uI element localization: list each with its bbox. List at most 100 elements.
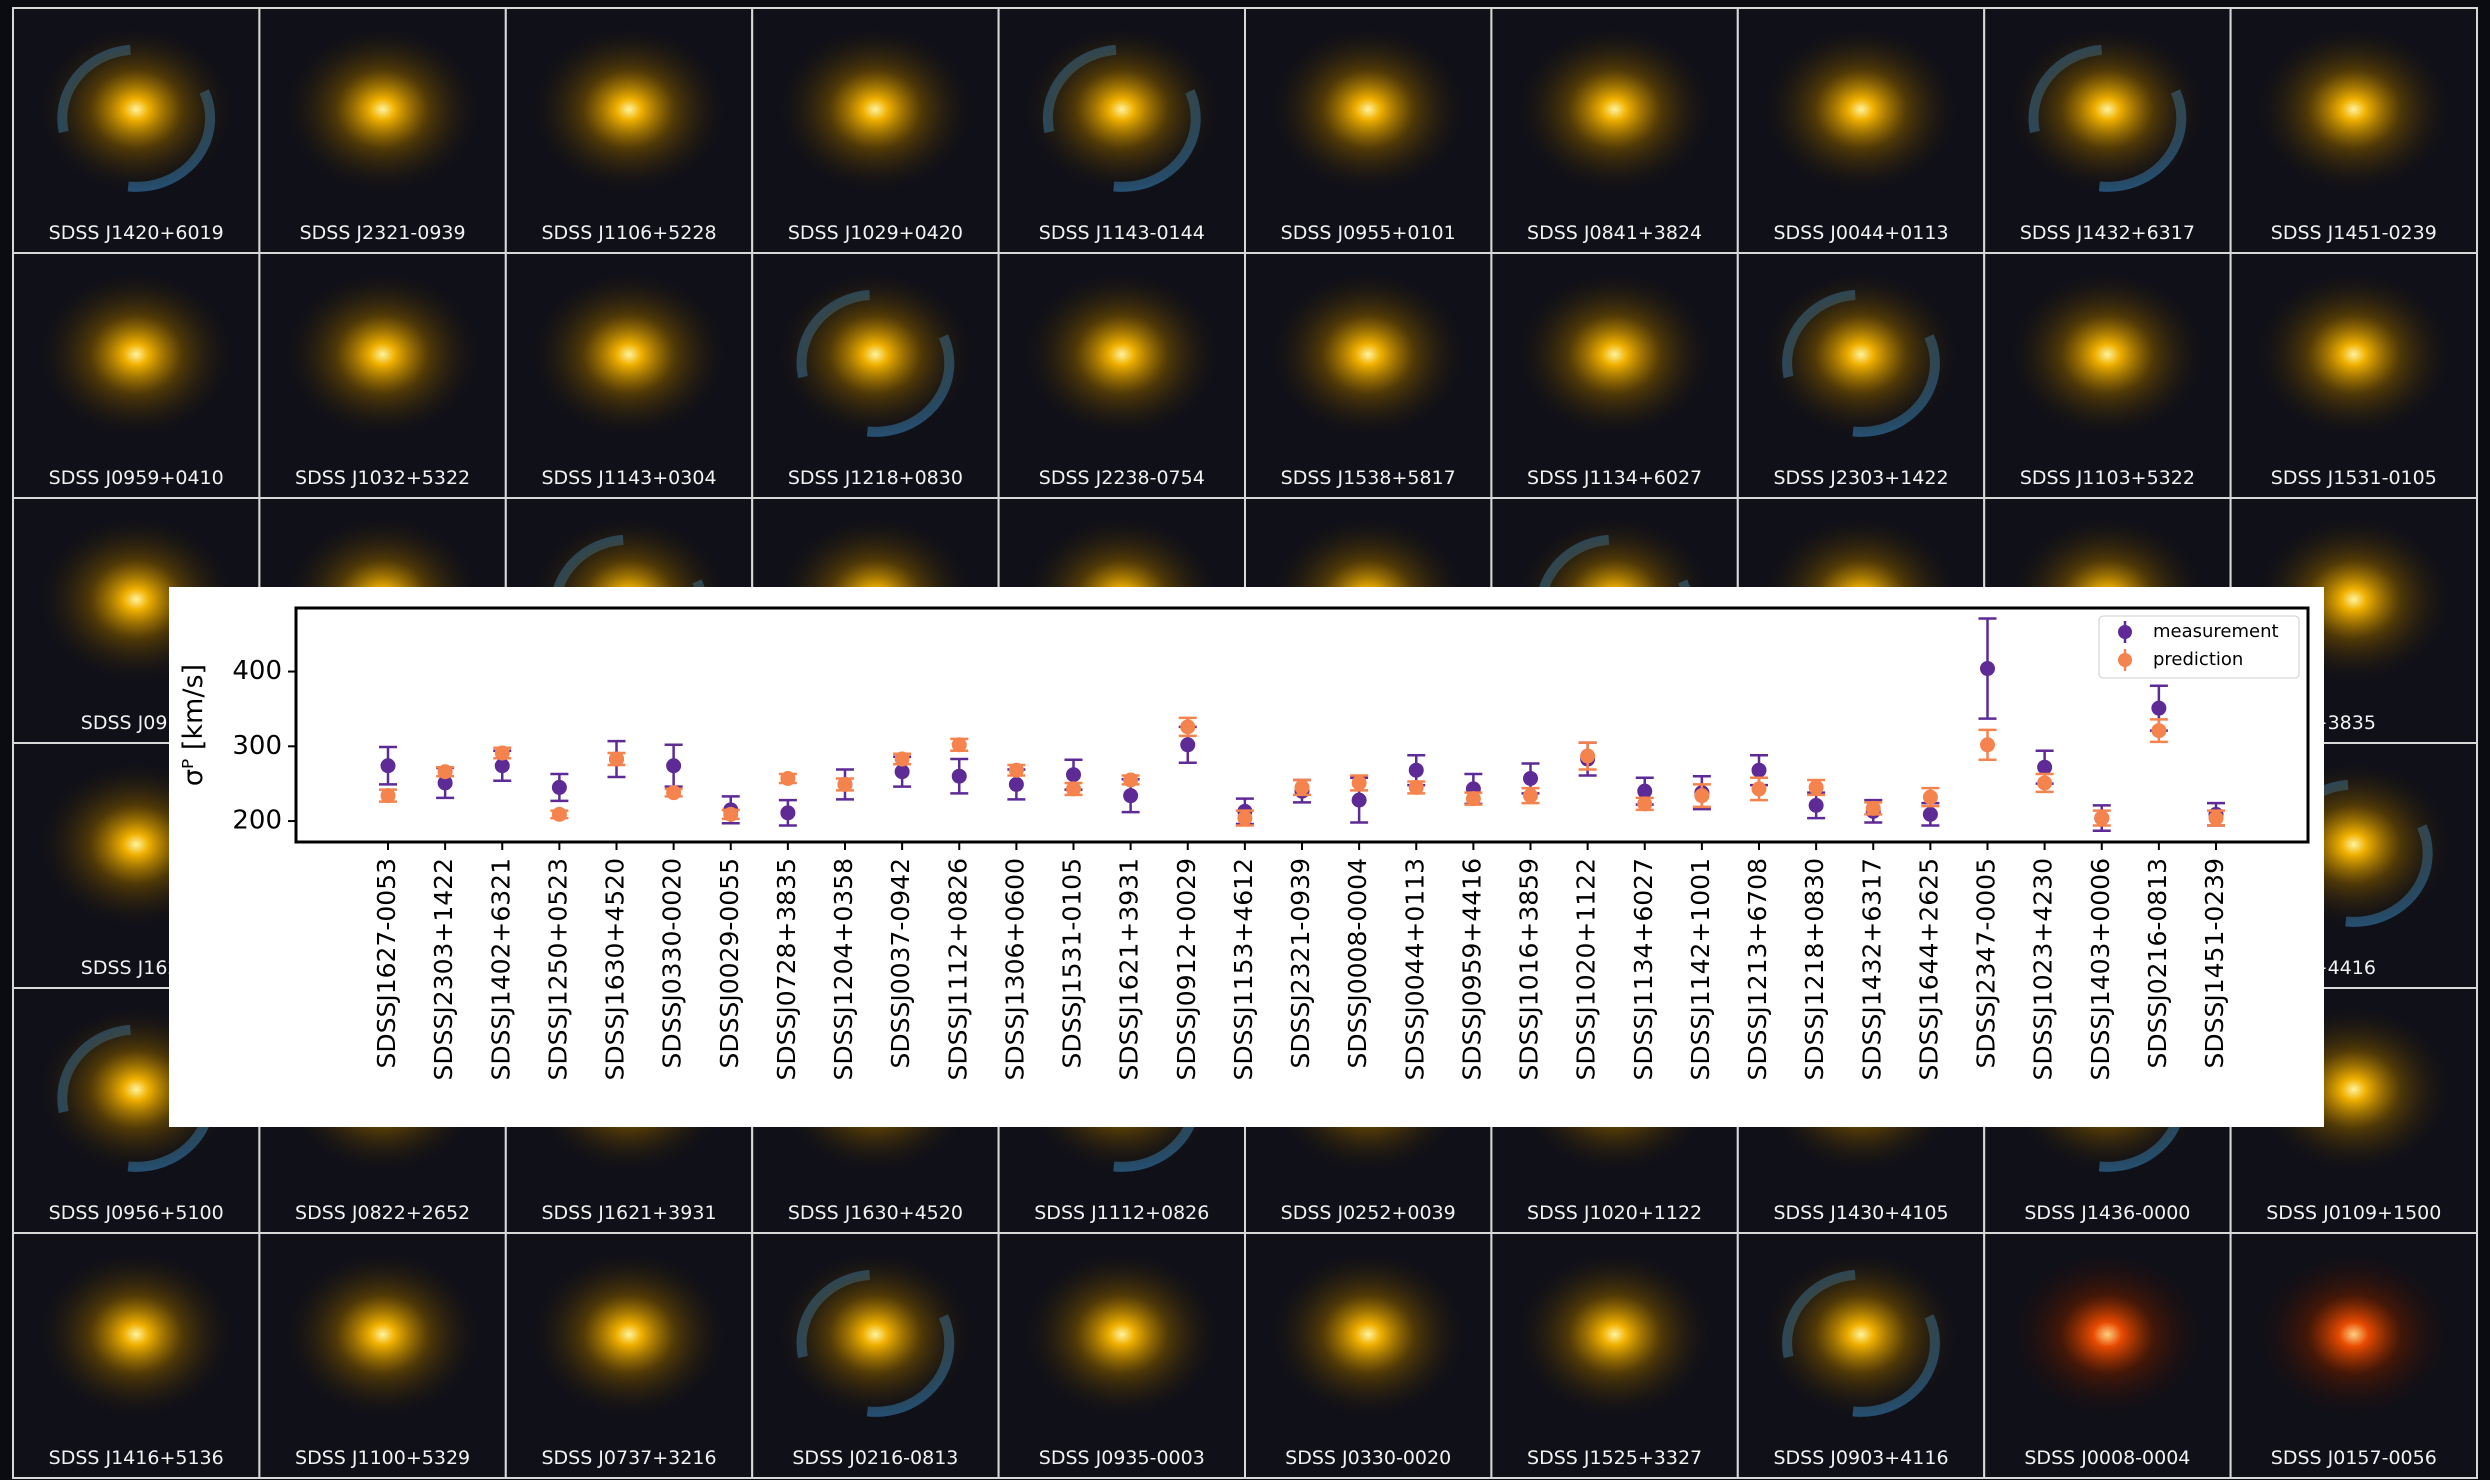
tile-label: SDSS J0008-0004 <box>2024 1447 2190 1469</box>
x-tick-label: SDSSJ0029-0055 <box>715 858 744 1069</box>
galaxy <box>279 1255 486 1431</box>
x-tick-label: SDSSJ1630+4520 <box>601 858 630 1080</box>
figure: SDSS J1420+6019SDSS J2321-0939SDSS J1106… <box>0 0 2490 1480</box>
galaxy <box>1511 275 1718 451</box>
marker <box>1809 780 1824 795</box>
galaxy <box>1511 30 1718 206</box>
marker <box>780 805 795 820</box>
marker <box>1694 788 1709 803</box>
x-tick-label: SDSSJ0330-0020 <box>658 858 687 1069</box>
tile-label: SDSS J2238-0754 <box>1039 467 1205 489</box>
marker <box>381 758 396 773</box>
tile-label: SDSS J1525+3327 <box>1527 1447 1702 1469</box>
x-tick-label: SDSSJ1134+6027 <box>1629 858 1658 1080</box>
marker <box>1752 763 1767 778</box>
marker <box>1352 793 1367 808</box>
marker <box>838 777 853 792</box>
tile-label: SDSS J1100+5329 <box>295 1447 470 1469</box>
marker <box>895 752 910 767</box>
tile-label: SDSS J0157-0056 <box>2271 1447 2437 1469</box>
legend-marker <box>2118 625 2132 639</box>
tile-label: SDSS J1538+5817 <box>1281 467 1456 489</box>
x-tick-label: SDSSJ1016+3859 <box>1515 858 1544 1080</box>
tile-label: SDSS J1430+4105 <box>1773 1202 1948 1224</box>
tile-label: SDSS J1020+1122 <box>1527 1202 1702 1224</box>
marker <box>1066 767 1081 782</box>
marker <box>1866 801 1881 816</box>
tile-label: SDSS J0903+4116 <box>1773 1447 1948 1469</box>
galaxy <box>2004 1255 2211 1431</box>
y-tick-label: 400 <box>232 656 282 686</box>
legend-label: measurement <box>2153 621 2279 642</box>
x-tick-label: SDSSJ1644+2625 <box>1914 858 1943 1080</box>
marker <box>1466 791 1481 806</box>
tile-label: SDSS J0822+2652 <box>295 1202 470 1224</box>
galaxy <box>33 275 240 451</box>
page: SDSS J1420+6019SDSS J2321-0939SDSS J1106… <box>0 0 2490 1480</box>
marker <box>1752 781 1767 796</box>
marker <box>1237 811 1252 826</box>
tile-label: SDSS J0935-0003 <box>1039 1447 1205 1469</box>
y-tick-label: 200 <box>232 806 282 836</box>
marker <box>1923 790 1938 805</box>
galaxy <box>279 275 486 451</box>
galaxy <box>526 275 733 451</box>
galaxy <box>2250 1255 2457 1431</box>
galaxy <box>279 30 486 206</box>
x-tick-label: SDSSJ1250+0523 <box>543 858 572 1080</box>
tile-label: SDSS J1436-0000 <box>2024 1202 2190 1224</box>
x-tick-label: SDSSJ0912+0029 <box>1172 858 1201 1080</box>
tile-label: SDSS J1134+6027 <box>1527 467 1702 489</box>
tile-label: SDSS J0216-0813 <box>792 1447 958 1469</box>
x-tick-label: SDSSJ0008-0004 <box>1343 858 1372 1069</box>
marker <box>1180 737 1195 752</box>
marker <box>2209 811 2224 826</box>
marker <box>1295 780 1310 795</box>
galaxy <box>1265 30 1472 206</box>
galaxy <box>2004 275 2211 451</box>
marker <box>2094 811 2109 826</box>
marker <box>1523 771 1538 786</box>
galaxy <box>2250 30 2457 206</box>
marker <box>1809 798 1824 813</box>
galaxy <box>1758 1255 1965 1431</box>
tile-label: SDSS J0955+0101 <box>1281 222 1456 244</box>
tile-label: SDSS J1143+0304 <box>541 467 716 489</box>
tile-label: SDSS J2303+1422 <box>1773 467 1948 489</box>
galaxy <box>772 1255 979 1431</box>
marker <box>438 764 453 779</box>
legend-marker <box>2118 653 2132 667</box>
galaxy <box>2250 275 2457 451</box>
tile-label: SDSS J1420+6019 <box>49 222 224 244</box>
tile-label: SDSS J0330-0020 <box>1285 1447 1451 1469</box>
marker <box>1580 749 1595 764</box>
marker <box>1409 763 1424 778</box>
y-tick-label: 300 <box>232 731 282 761</box>
tile-label: SDSS J1218+0830 <box>788 467 963 489</box>
tile-label: SDSS J0252+0039 <box>1281 1202 1456 1224</box>
marker <box>381 788 396 803</box>
x-tick-label: SDSSJ1020+1122 <box>1572 858 1601 1080</box>
x-tick-label: SDSSJ1403+0006 <box>2086 858 2115 1080</box>
tile-label: SDSS J0959+0410 <box>49 467 224 489</box>
tile-label: SDSS J1531-0105 <box>2271 467 2437 489</box>
marker <box>952 769 967 784</box>
marker <box>1409 780 1424 795</box>
x-tick-label: SDSSJ1432+6317 <box>1857 858 1886 1080</box>
marker <box>552 780 567 795</box>
marker <box>1066 781 1081 796</box>
tile-label: SDSS J0044+0113 <box>1773 222 1948 244</box>
marker <box>1980 737 1995 752</box>
galaxy <box>33 1255 240 1431</box>
x-tick-label: SDSSJ0216-0813 <box>2143 858 2172 1069</box>
galaxy <box>1018 1255 1225 1431</box>
tile-label: SDSS J2321-0939 <box>300 222 466 244</box>
x-tick-label: SDSSJ1306+0600 <box>1000 858 1029 1080</box>
x-tick-label: SDSSJ1531-0105 <box>1058 858 1087 1069</box>
x-tick-label: SDSSJ1153+4612 <box>1229 858 1258 1080</box>
tile-label: SDSS J0737+3216 <box>541 1447 716 1469</box>
x-tick-label: SDSSJ2347-0005 <box>1972 858 2001 1069</box>
x-tick-label: SDSSJ0728+3835 <box>772 858 801 1080</box>
x-tick-label: SDSSJ1023+4230 <box>2029 858 2058 1080</box>
y-axis-label: σᴾ [km/s] <box>178 664 209 786</box>
